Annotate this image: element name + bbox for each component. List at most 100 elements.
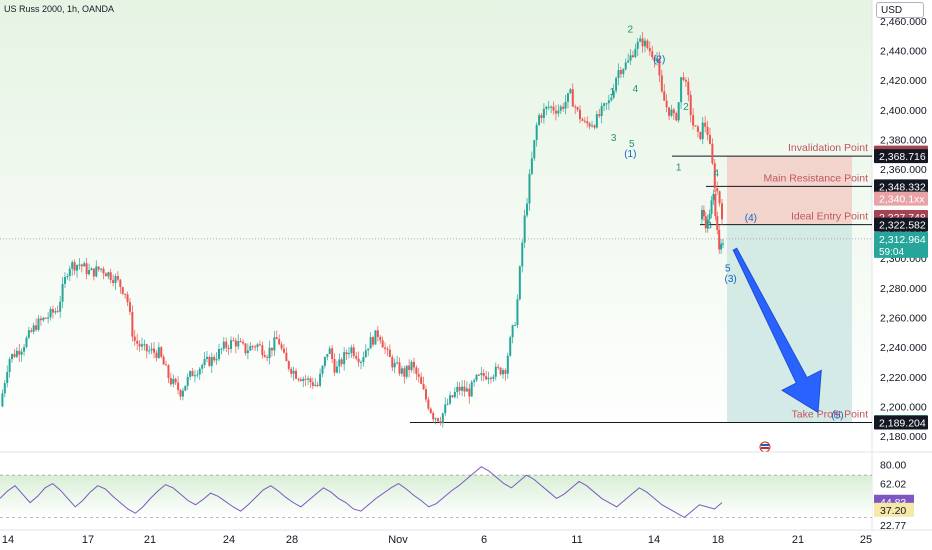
candle xyxy=(521,242,524,267)
candle xyxy=(11,354,14,360)
candle xyxy=(470,381,473,397)
candle xyxy=(571,89,574,107)
time-tick-label: 28 xyxy=(286,534,298,546)
candle xyxy=(651,51,654,58)
wave-label: 5 xyxy=(725,263,731,274)
candle xyxy=(104,273,107,277)
candle xyxy=(393,362,396,368)
candle xyxy=(35,325,38,330)
wave-label: 3 xyxy=(611,133,617,144)
rsi-tick-label: 62.02 xyxy=(880,479,906,491)
candle xyxy=(138,343,141,347)
candle xyxy=(675,113,678,121)
candle xyxy=(656,58,659,62)
candle xyxy=(100,268,103,270)
candle xyxy=(634,48,637,58)
candle xyxy=(251,346,254,348)
candle xyxy=(254,346,257,348)
candle xyxy=(239,341,242,343)
candle xyxy=(112,280,115,283)
rsi-line xyxy=(0,466,723,519)
time-tick-label: 21 xyxy=(792,534,804,546)
candle xyxy=(263,355,266,357)
candle xyxy=(131,311,134,337)
candle xyxy=(3,383,6,394)
candle xyxy=(299,379,302,382)
candle xyxy=(181,390,184,397)
candle xyxy=(574,106,577,108)
candle xyxy=(603,103,606,106)
price-tick-label: 2,400.000 xyxy=(880,105,927,117)
price-tag-label: 2,189.204 xyxy=(879,417,926,429)
wave-label: 2 xyxy=(683,102,689,113)
candle xyxy=(477,374,480,376)
candle xyxy=(280,344,283,349)
currency-selector[interactable]: USD xyxy=(876,2,924,18)
candle xyxy=(586,121,589,124)
symbol-title: US Russ 2000, 1h, OANDA xyxy=(4,4,115,14)
candle xyxy=(174,378,177,383)
candle xyxy=(220,348,223,350)
time-tick-label: 11 xyxy=(571,534,582,546)
candle xyxy=(357,358,360,363)
candle xyxy=(629,55,632,61)
candle xyxy=(201,365,204,369)
candle xyxy=(444,404,447,414)
candle xyxy=(689,95,692,116)
candle xyxy=(668,107,671,116)
candle xyxy=(25,337,28,348)
candle xyxy=(121,287,124,294)
candle xyxy=(297,378,300,380)
time-tick-label: 24 xyxy=(223,534,235,546)
candle xyxy=(92,268,95,277)
candle xyxy=(680,77,683,103)
candle xyxy=(148,350,151,352)
candle xyxy=(270,347,273,351)
stop-loss-zone xyxy=(727,156,852,225)
candle xyxy=(18,350,21,355)
candle xyxy=(706,219,709,229)
candle xyxy=(494,366,497,377)
candle xyxy=(711,143,714,164)
candle xyxy=(32,325,35,332)
candle xyxy=(408,365,411,371)
candle xyxy=(208,356,211,366)
candle xyxy=(696,126,699,132)
candle xyxy=(720,243,723,250)
candle xyxy=(20,351,23,355)
candle xyxy=(278,339,281,345)
candle xyxy=(692,115,695,126)
candle xyxy=(600,105,603,116)
level-annotation: Take Profit Point xyxy=(792,408,869,420)
candle xyxy=(107,272,110,277)
candle xyxy=(583,120,586,122)
candle xyxy=(708,134,711,144)
candle xyxy=(622,69,625,75)
candle xyxy=(684,79,687,82)
candle xyxy=(367,348,370,351)
candle xyxy=(167,365,170,379)
price-tick-label: 2,260.000 xyxy=(880,312,927,324)
candle xyxy=(186,376,189,386)
wave-label: (1) xyxy=(624,149,636,160)
wave-label: 1 xyxy=(609,87,615,98)
candle xyxy=(244,343,247,354)
candle xyxy=(701,209,703,220)
candle xyxy=(268,347,271,358)
candle xyxy=(598,114,601,116)
candle xyxy=(51,309,54,313)
candle xyxy=(564,101,567,109)
time-tick-label: 14 xyxy=(2,534,14,546)
candle xyxy=(682,77,685,80)
candle xyxy=(677,102,680,121)
candle xyxy=(160,347,163,357)
candle xyxy=(213,356,216,361)
candle xyxy=(388,349,391,358)
candle xyxy=(133,336,136,341)
candle xyxy=(713,163,716,189)
candle xyxy=(309,378,312,383)
candle xyxy=(145,344,148,352)
candle xyxy=(13,354,16,357)
candle xyxy=(319,373,322,386)
